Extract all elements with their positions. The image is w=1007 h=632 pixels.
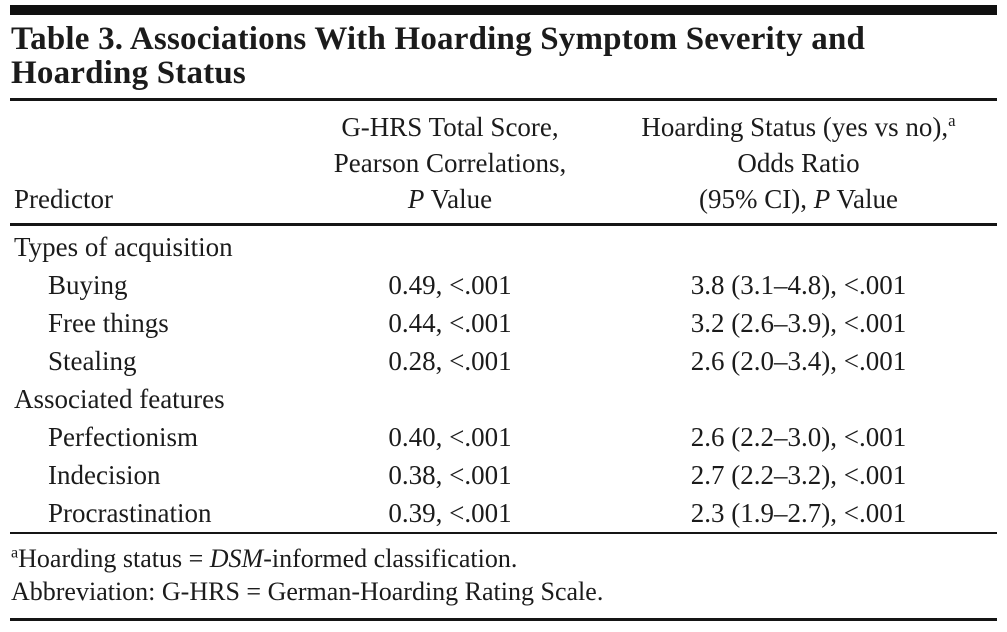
row-label: Types of acquisition <box>14 232 233 262</box>
row-label: Associated features <box>14 384 225 414</box>
row-label: Perfectionism <box>48 422 198 452</box>
table-row-stealing: Stealing 0.28, <.001 2.6 (2.0–3.4), <.00… <box>10 342 997 380</box>
row-correlation-value <box>300 380 600 418</box>
column-header-hoarding-status-line3: (95% CI), P Value <box>699 184 898 214</box>
column-header-ghrs-line2: Pearson Correlations, <box>333 148 567 178</box>
table-title: Table 3. Associations With Hoarding Symp… <box>10 22 997 101</box>
row-odds-ratio-value: 2.7 (2.2–3.2), <.001 <box>690 460 907 490</box>
column-header-ghrs-line1: G-HRS Total Score, <box>341 112 559 142</box>
row-correlation-value <box>300 228 600 266</box>
row-label: Indecision <box>48 460 161 490</box>
footnote-abbreviation: Abbreviation: G-HRS = German-Hoarding Ra… <box>11 577 604 606</box>
row-odds-ratio-value: 3.2 (2.6–3.9), <.001 <box>690 308 907 338</box>
table-row-indecision: Indecision 0.38, <.001 2.7 (2.2–3.2), <.… <box>10 456 997 494</box>
row-label: Stealing <box>48 346 137 376</box>
column-header-predictor: Predictor <box>14 184 113 214</box>
row-correlation-value: 0.28, <.001 <box>388 346 512 376</box>
column-header-hoarding-status-line2: Odds Ratio <box>737 148 860 178</box>
row-label: Buying <box>48 270 128 300</box>
footnote-marker-a: a <box>11 544 19 562</box>
table-footnotes: aHoarding status = DSM-informed classifi… <box>10 534 997 621</box>
row-label: Procrastination <box>48 498 212 528</box>
table-row-buying: Buying 0.49, <.001 3.8 (3.1–4.8), <.001 <box>10 266 997 304</box>
table-row-section-associated-features: Associated features <box>10 380 997 418</box>
row-odds-ratio-value <box>600 380 997 418</box>
footnote-hoarding-status: aHoarding status = DSM-informed classifi… <box>11 544 518 573</box>
column-header-hoarding-status: Hoarding Status (yes vs no),a Odds Ratio… <box>600 109 997 217</box>
table-row-perfectionism: Perfectionism 0.40, <.001 2.6 (2.2–3.0),… <box>10 418 997 456</box>
table-header-row: Predictor G-HRS Total Score, Pearson Cor… <box>10 101 997 226</box>
table-row-free-things: Free things 0.44, <.001 3.2 (2.6–3.9), <… <box>10 304 997 342</box>
column-header-ghrs-line3: P Value <box>407 184 493 214</box>
table-row-procrastination: Procrastination 0.39, <.001 2.3 (1.9–2.7… <box>10 494 997 532</box>
row-odds-ratio-value: 2.3 (1.9–2.7), <.001 <box>690 498 907 528</box>
column-header-ghrs: G-HRS Total Score, Pearson Correlations,… <box>300 109 600 217</box>
row-correlation-value: 0.39, <.001 <box>388 498 512 528</box>
table-body: Types of acquisition Buying 0.49, <.001 … <box>10 226 997 534</box>
row-odds-ratio-value: 2.6 (2.0–3.4), <.001 <box>690 346 907 376</box>
row-odds-ratio-value <box>600 228 997 266</box>
row-correlation-value: 0.40, <.001 <box>388 422 512 452</box>
row-odds-ratio-value: 3.8 (3.1–4.8), <.001 <box>690 270 907 300</box>
column-header-hoarding-status-line1: Hoarding Status (yes vs no),a <box>641 111 956 142</box>
row-label: Free things <box>48 308 169 338</box>
row-correlation-value: 0.44, <.001 <box>388 308 512 338</box>
row-correlation-value: 0.38, <.001 <box>388 460 512 490</box>
table-top-bar <box>10 5 997 15</box>
row-odds-ratio-value: 2.6 (2.2–3.0), <.001 <box>690 422 907 452</box>
row-correlation-value: 0.49, <.001 <box>388 270 512 300</box>
table-row-section-types-of-acquisition: Types of acquisition <box>10 228 997 266</box>
footnote-marker-a: a <box>948 111 956 130</box>
